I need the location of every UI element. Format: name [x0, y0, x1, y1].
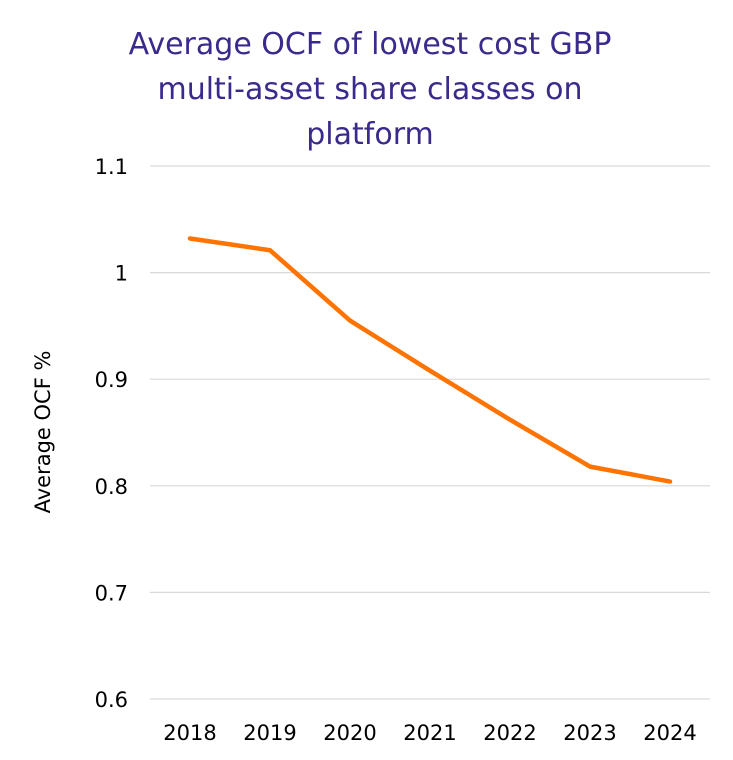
- y-tick-label: 0.8: [95, 475, 128, 499]
- x-tick-labels: 2018 2019 2020 2021 2022 2023 2024: [163, 721, 696, 745]
- x-tick-label: 2024: [643, 721, 696, 745]
- y-tick-label: 0.7: [95, 581, 128, 605]
- y-tick-label: 0.9: [95, 368, 128, 392]
- chart-title: Average OCF of lowest cost GBP multi-ass…: [70, 22, 670, 157]
- series-line: [187, 236, 673, 484]
- gridlines: [150, 165, 710, 700]
- y-tick-label: 1: [115, 262, 128, 286]
- x-tick-label: 2020: [323, 721, 376, 745]
- x-tick-label: 2022: [483, 721, 536, 745]
- x-tick-label: 2023: [563, 721, 616, 745]
- y-tick-labels: 0.6 0.7 0.8 0.9 1 1.1: [95, 155, 128, 712]
- x-tick-label: 2021: [403, 721, 456, 745]
- chart-title-line-1: Average OCF of lowest cost GBP: [128, 27, 612, 62]
- chart-title-line-2: multi-asset share classes on: [157, 72, 583, 107]
- y-tick-label: 1.1: [95, 155, 128, 179]
- series-layer: [187, 236, 673, 484]
- x-tick-label: 2019: [243, 721, 296, 745]
- y-tick-label: 0.6: [95, 688, 128, 712]
- chart-title-line-3: platform: [306, 117, 434, 152]
- x-tick-label: 2018: [163, 721, 216, 745]
